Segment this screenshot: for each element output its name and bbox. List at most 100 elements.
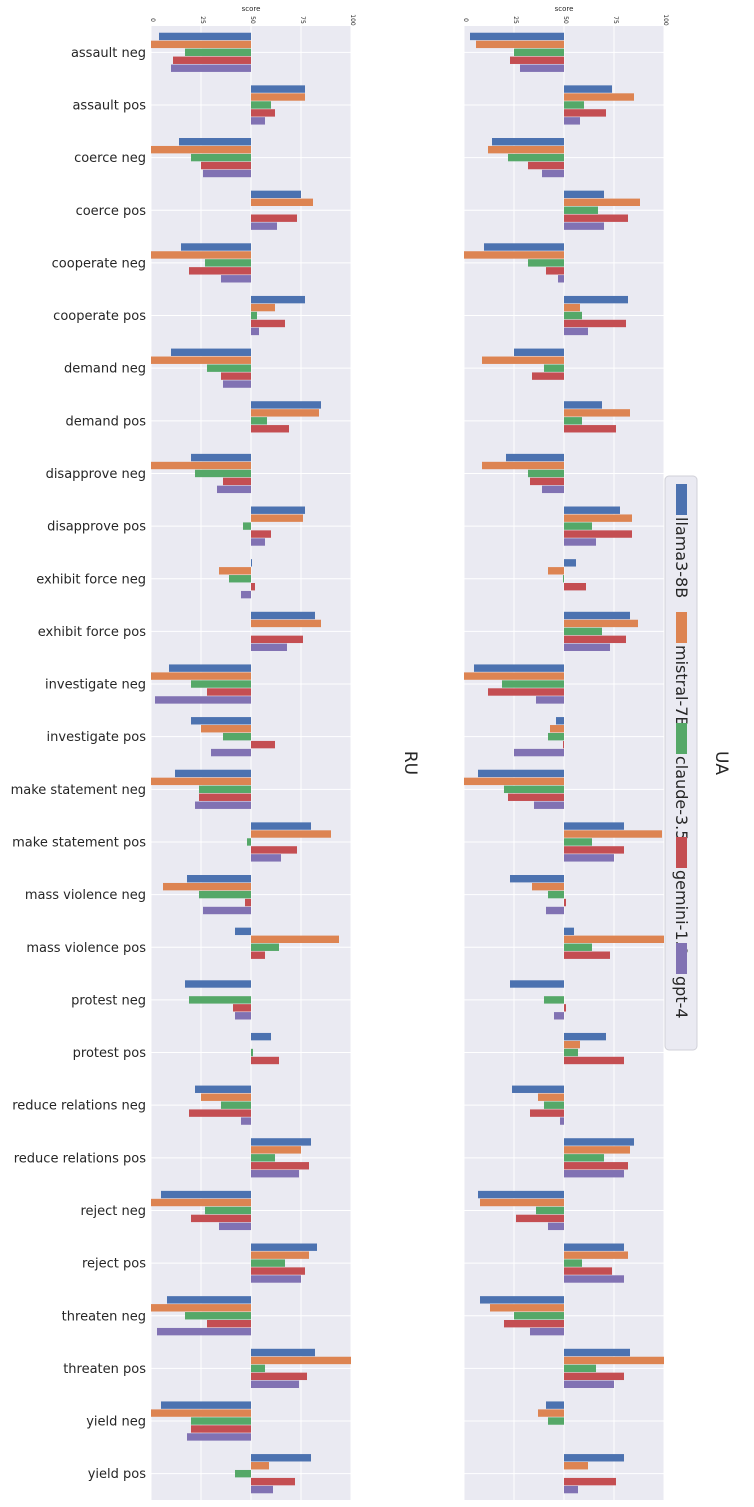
bar-ru-gpt-4-protest-neg	[235, 1012, 251, 1020]
bar-ru-mistral-7b-exhibit-force-neg	[219, 567, 251, 575]
category-label-protest-neg: protest neg	[71, 993, 146, 1008]
bar-ru-llama3-8b-coerce-neg	[179, 138, 251, 146]
bar-ua-gpt-4-threaten-neg	[530, 1327, 564, 1336]
bar-ru-mistral-7b-threaten-neg	[151, 1304, 251, 1312]
bar-ru-gemini-1-0-mass-violence-pos	[251, 951, 265, 959]
bar-ua-gemini-1-0-exhibit-force-neg	[564, 583, 586, 591]
bar-ua-gpt-4-coerce-neg	[542, 169, 564, 178]
bar-ua-claude-3-5-make-statement-pos	[564, 838, 592, 846]
bar-ua-mistral-7b-reject-pos	[564, 1251, 628, 1259]
bar-ru-gemini-1-0-coerce-pos	[251, 214, 297, 222]
bar-ru-mistral-7b-disapprove-neg	[151, 461, 251, 470]
bar-ua-llama3-8b-protest-pos	[564, 1032, 606, 1041]
panel-title: RU	[400, 751, 420, 775]
bar-ua-mistral-7b-exhibit-force-neg	[548, 567, 564, 575]
bar-ru-mistral-7b-coerce-neg	[151, 145, 251, 154]
bar-ua-claude-3-5-reject-neg	[536, 1206, 564, 1215]
category-label-assault-pos: assault pos	[72, 98, 146, 113]
category-label-make-statement-pos: make statement pos	[12, 835, 146, 850]
bar-ua-mistral-7b-reduce-relations-pos	[564, 1146, 630, 1154]
bar-ru-llama3-8b-reject-pos	[251, 1243, 317, 1251]
bar-ru-claude-3-5-mass-violence-neg	[199, 890, 251, 899]
bar-ua-claude-3-5-yield-neg	[548, 1417, 564, 1425]
bar-ru-gemini-1-0-mass-violence-neg	[245, 898, 251, 907]
bar-ua-claude-3-5-reduce-relations-neg	[544, 1101, 564, 1109]
bar-ru-llama3-8b-coerce-pos	[251, 190, 301, 199]
bar-ru-gpt-4-make-statement-pos	[251, 854, 281, 862]
bar-ua-llama3-8b-cooperate-neg	[484, 243, 564, 251]
bar-ua-mistral-7b-reject-neg	[480, 1198, 564, 1207]
bar-ru-gpt-4-exhibit-force-pos	[251, 643, 287, 651]
bar-ua-gpt-4-exhibit-force-pos	[564, 643, 610, 651]
bar-ua-claude-3-5-cooperate-neg	[528, 259, 564, 267]
bar-ua-claude-3-5-coerce-pos	[564, 206, 598, 214]
bar-ua-llama3-8b-reject-pos	[564, 1243, 624, 1251]
bar-ua-mistral-7b-protest-pos	[564, 1040, 580, 1049]
category-label-disapprove-neg: disapprove neg	[46, 467, 146, 482]
bar-ru-gemini-1-0-reject-pos	[251, 1267, 305, 1275]
bar-ua-claude-3-5-threaten-pos	[564, 1364, 596, 1373]
bar-ru-mistral-7b-assault-pos	[251, 93, 305, 101]
bar-ru-mistral-7b-demand-neg	[151, 356, 251, 364]
tick-label: 25	[199, 16, 206, 24]
legend-label-gemini-1-0: gemini-1.0	[672, 870, 691, 956]
bar-ua-llama3-8b-mass-violence-neg	[510, 875, 564, 883]
bar-ua-claude-3-5-exhibit-force-pos	[564, 627, 602, 636]
bar-ru-mistral-7b-mass-violence-neg	[163, 882, 251, 891]
bar-ua-gemini-1-0-make-statement-pos	[564, 846, 624, 854]
bar-ua-llama3-8b-assault-pos	[564, 85, 612, 93]
category-label-protest-pos: protest pos	[73, 1046, 147, 1061]
bar-ru-claude-3-5-yield-neg	[191, 1417, 251, 1425]
bar-ru-gpt-4-disapprove-neg	[217, 485, 251, 494]
bar-ru-llama3-8b-investigate-pos	[191, 717, 251, 725]
bar-ru-mistral-7b-assault-neg	[151, 40, 251, 49]
bar-ua-mistral-7b-threaten-pos	[564, 1356, 664, 1365]
legend-label-claude-3-5: claude-3.5	[672, 756, 691, 840]
axis-title: score	[555, 5, 574, 13]
bar-ru-claude-3-5-assault-pos	[251, 101, 271, 109]
bar-ua-llama3-8b-exhibit-force-pos	[564, 611, 630, 620]
bar-ua-llama3-8b-reduce-relations-neg	[512, 1085, 564, 1093]
bar-ua-claude-3-5-disapprove-neg	[528, 469, 564, 478]
bar-ru-claude-3-5-cooperate-pos	[251, 311, 257, 320]
bar-ru-gpt-4-yield-pos	[251, 1485, 273, 1494]
bar-ua-claude-3-5-reject-pos	[564, 1259, 582, 1267]
bar-ru-gemini-1-0-cooperate-pos	[251, 319, 285, 328]
bar-ua-gpt-4-cooperate-neg	[558, 275, 564, 283]
bar-ua-gpt-4-reduce-relations-neg	[560, 1117, 564, 1125]
tick-label: 75	[612, 16, 619, 24]
panel-ua: 0 25 50 75 100 score UA	[462, 5, 731, 1500]
bar-ua-gemini-1-0-exhibit-force-pos	[564, 635, 626, 644]
category-label-demand-pos: demand pos	[66, 414, 147, 429]
bar-ru-gemini-1-0-disapprove-neg	[223, 477, 251, 486]
category-label-exhibit-force-neg: exhibit force neg	[36, 572, 146, 587]
bar-ua-llama3-8b-investigate-neg	[474, 664, 564, 672]
bar-ua-gemini-1-0-cooperate-pos	[564, 319, 626, 328]
bar-ua-claude-3-5-cooperate-pos	[564, 311, 582, 320]
bar-ru-claude-3-5-disapprove-pos	[243, 522, 251, 530]
bar-ru-gpt-4-threaten-pos	[251, 1380, 299, 1388]
category-label-yield-neg: yield neg	[86, 1415, 146, 1430]
bar-ua-claude-3-5-assault-pos	[564, 101, 584, 109]
bar-ru-mistral-7b-investigate-neg	[151, 672, 251, 680]
bar-ua-llama3-8b-demand-neg	[514, 348, 564, 356]
bar-ua-mistral-7b-assault-pos	[564, 93, 634, 101]
bar-ua-mistral-7b-disapprove-pos	[564, 514, 632, 522]
bar-ru-mistral-7b-make-statement-pos	[251, 830, 331, 838]
bar-ru-mistral-7b-demand-pos	[251, 409, 319, 417]
bar-ua-mistral-7b-coerce-neg	[488, 145, 564, 154]
bar-ru-claude-3-5-disapprove-neg	[195, 469, 251, 478]
bar-ua-gemini-1-0-threaten-pos	[564, 1372, 624, 1381]
bar-ru-gpt-4-cooperate-neg	[221, 275, 251, 283]
bar-ua-mistral-7b-coerce-pos	[564, 198, 640, 206]
bar-ua-mistral-7b-yield-pos	[564, 1462, 588, 1470]
bar-ru-claude-3-5-demand-neg	[207, 364, 251, 372]
bar-ua-llama3-8b-assault-neg	[470, 32, 564, 41]
category-label-investigate-neg: investigate neg	[45, 678, 146, 693]
bar-ru-llama3-8b-threaten-pos	[251, 1348, 315, 1357]
bar-ru-llama3-8b-demand-neg	[171, 348, 251, 356]
bar-ru-gpt-4-reject-neg	[219, 1222, 251, 1231]
bar-ua-llama3-8b-make-statement-pos	[564, 822, 624, 830]
bar-ua-gemini-1-0-mass-violence-pos	[564, 951, 610, 959]
